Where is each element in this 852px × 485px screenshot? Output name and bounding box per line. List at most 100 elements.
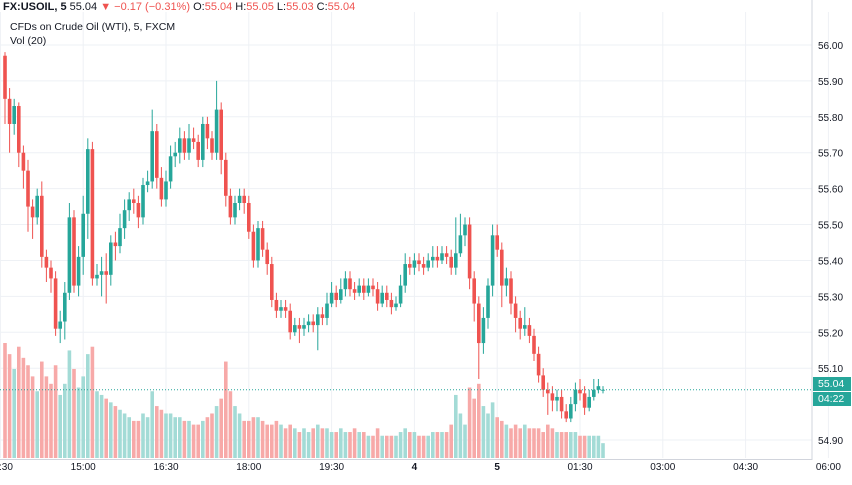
x-tick-label: 01:30 — [567, 462, 592, 473]
candle-body — [569, 404, 573, 419]
volume-bar — [242, 420, 246, 458]
candle-body — [587, 396, 591, 408]
candle-body — [159, 177, 164, 200]
volume-bar — [136, 420, 141, 458]
volume-bar — [523, 424, 527, 458]
candle-body — [536, 353, 541, 376]
candle-body — [274, 299, 279, 311]
volume-bar — [205, 417, 210, 458]
candle-body — [385, 292, 389, 300]
volume-bar — [546, 424, 550, 458]
candle-body — [233, 202, 237, 218]
volume-bar — [72, 368, 76, 458]
volume-bar — [564, 432, 568, 458]
candle-body — [90, 149, 95, 279]
volume-bar — [362, 432, 366, 458]
candle-body — [136, 202, 141, 218]
candle-body — [481, 317, 486, 344]
volume-bar — [509, 428, 513, 458]
volume-bar — [311, 428, 315, 458]
volume-bar — [81, 376, 85, 458]
volume-bar — [431, 432, 435, 458]
volume-bar — [371, 435, 375, 458]
candle-body — [53, 278, 58, 329]
volume-bar — [270, 424, 274, 458]
volume-bar — [44, 376, 49, 458]
candle-body — [490, 235, 495, 286]
candle-body — [541, 375, 545, 390]
volume-bar — [7, 354, 12, 458]
candle-body — [408, 264, 412, 268]
volume-bar — [35, 391, 39, 458]
volume-bar — [481, 406, 486, 458]
volume-bar — [513, 424, 518, 458]
candle-body — [224, 159, 228, 196]
candle-body — [592, 389, 596, 397]
volume-bar — [385, 435, 389, 458]
x-tick-label: 5 — [494, 462, 500, 473]
volume-bar — [421, 435, 426, 458]
volume-bar — [316, 424, 320, 458]
volume-bar — [403, 428, 407, 458]
x-tick-label: 19:30 — [319, 462, 344, 473]
candle-body — [417, 260, 421, 265]
volume-bar — [210, 413, 214, 458]
candle-body — [463, 224, 467, 236]
volume-bar — [320, 428, 325, 458]
candle-body — [316, 314, 320, 326]
volume-bar — [228, 391, 233, 458]
candle-body — [283, 307, 288, 311]
candle-body — [532, 335, 536, 354]
candle-body — [214, 109, 219, 153]
last-price-tag: 55.04 — [813, 377, 851, 391]
volume-bar — [325, 428, 329, 458]
volume-bar — [587, 435, 591, 458]
candle-body — [366, 285, 371, 293]
volume-bar — [375, 428, 380, 458]
candle-body — [141, 185, 145, 218]
candle-body — [486, 285, 490, 318]
close-label: C: — [316, 1, 328, 13]
y-tick-label: 55.50 — [818, 221, 843, 232]
volume-bar — [201, 420, 205, 458]
volume-bar — [582, 435, 587, 458]
volume-bar — [348, 432, 352, 458]
candle-body — [421, 264, 426, 268]
candle-body — [210, 138, 214, 153]
candle-body — [403, 264, 407, 286]
volume-bar — [339, 428, 343, 458]
x-tick-label: 06:00 — [816, 462, 841, 473]
candle-body — [145, 181, 150, 186]
candle-body — [155, 131, 159, 178]
volume-bar — [569, 432, 573, 458]
volume-bar — [394, 435, 398, 458]
candle-body — [219, 109, 223, 160]
volume-bar — [293, 428, 297, 458]
candle-body — [260, 228, 265, 250]
candle-body — [444, 253, 449, 257]
candle-body — [49, 267, 53, 279]
volume-bar — [132, 420, 136, 458]
candle-body — [99, 271, 104, 275]
candle-body — [191, 138, 196, 142]
volume-bar — [435, 432, 440, 458]
x-tick-label: 13:30 — [0, 462, 13, 473]
candle-body — [467, 224, 472, 279]
volume-bar — [30, 376, 35, 458]
volume-bar — [398, 432, 403, 458]
symbol-name: FX:USOIL, 5 — [3, 1, 67, 13]
candle-body — [201, 123, 205, 160]
volume-bar — [601, 443, 605, 458]
candle-body — [72, 217, 76, 286]
down-arrow-icon: ▼ — [100, 1, 112, 13]
volume-bar — [578, 435, 582, 458]
candle-body — [389, 299, 394, 308]
candle-body — [242, 195, 246, 203]
volume-bar — [63, 383, 67, 458]
y-tick-label: 55.90 — [818, 77, 843, 88]
candle-body — [3, 55, 7, 99]
candle-body — [334, 292, 338, 300]
volume-bar — [495, 417, 499, 458]
volume-legend[interactable]: Vol (20) — [10, 35, 47, 47]
